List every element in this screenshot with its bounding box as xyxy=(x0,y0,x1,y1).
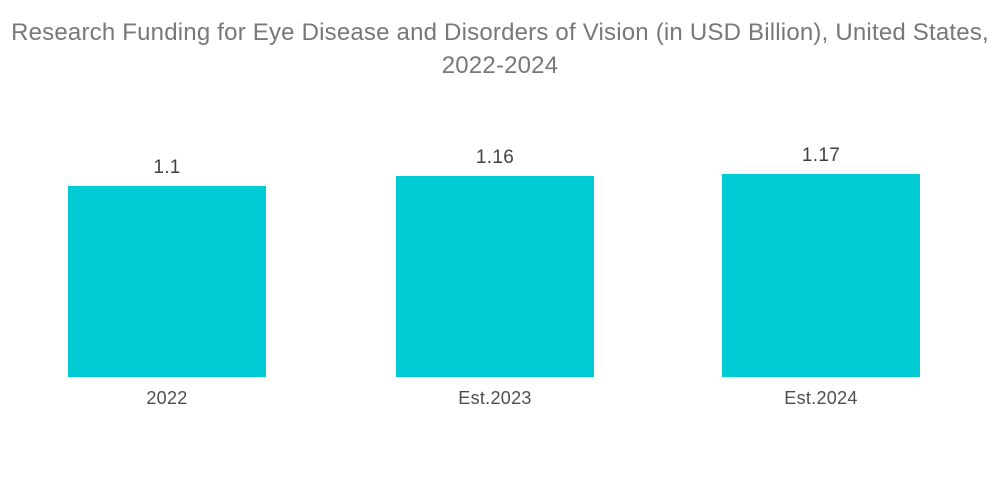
bar[interactable] xyxy=(68,186,266,377)
chart-title-line-1: Research Funding for Eye Disease and Dis… xyxy=(11,19,989,46)
bar-value-label: 1.16 xyxy=(475,147,515,168)
chart-title: Research Funding for Eye Disease and Dis… xyxy=(0,16,1000,82)
bar-category-label: Est.2024 xyxy=(784,388,858,408)
bar-group: 1.17 Est.2024 xyxy=(722,145,920,408)
chart-title-line-2: 2022-2024 xyxy=(441,52,559,79)
bar-category-label: Est.2023 xyxy=(458,388,532,408)
bar[interactable] xyxy=(396,176,594,377)
bar-value-label: 1.17 xyxy=(801,145,841,166)
bar[interactable] xyxy=(722,174,920,377)
bar-group: 1.1 2022 xyxy=(68,157,266,408)
bar-category-label: 2022 xyxy=(146,388,188,408)
bar-value-label: 1.1 xyxy=(153,157,181,178)
bar-group: 1.16 Est.2023 xyxy=(396,147,594,408)
